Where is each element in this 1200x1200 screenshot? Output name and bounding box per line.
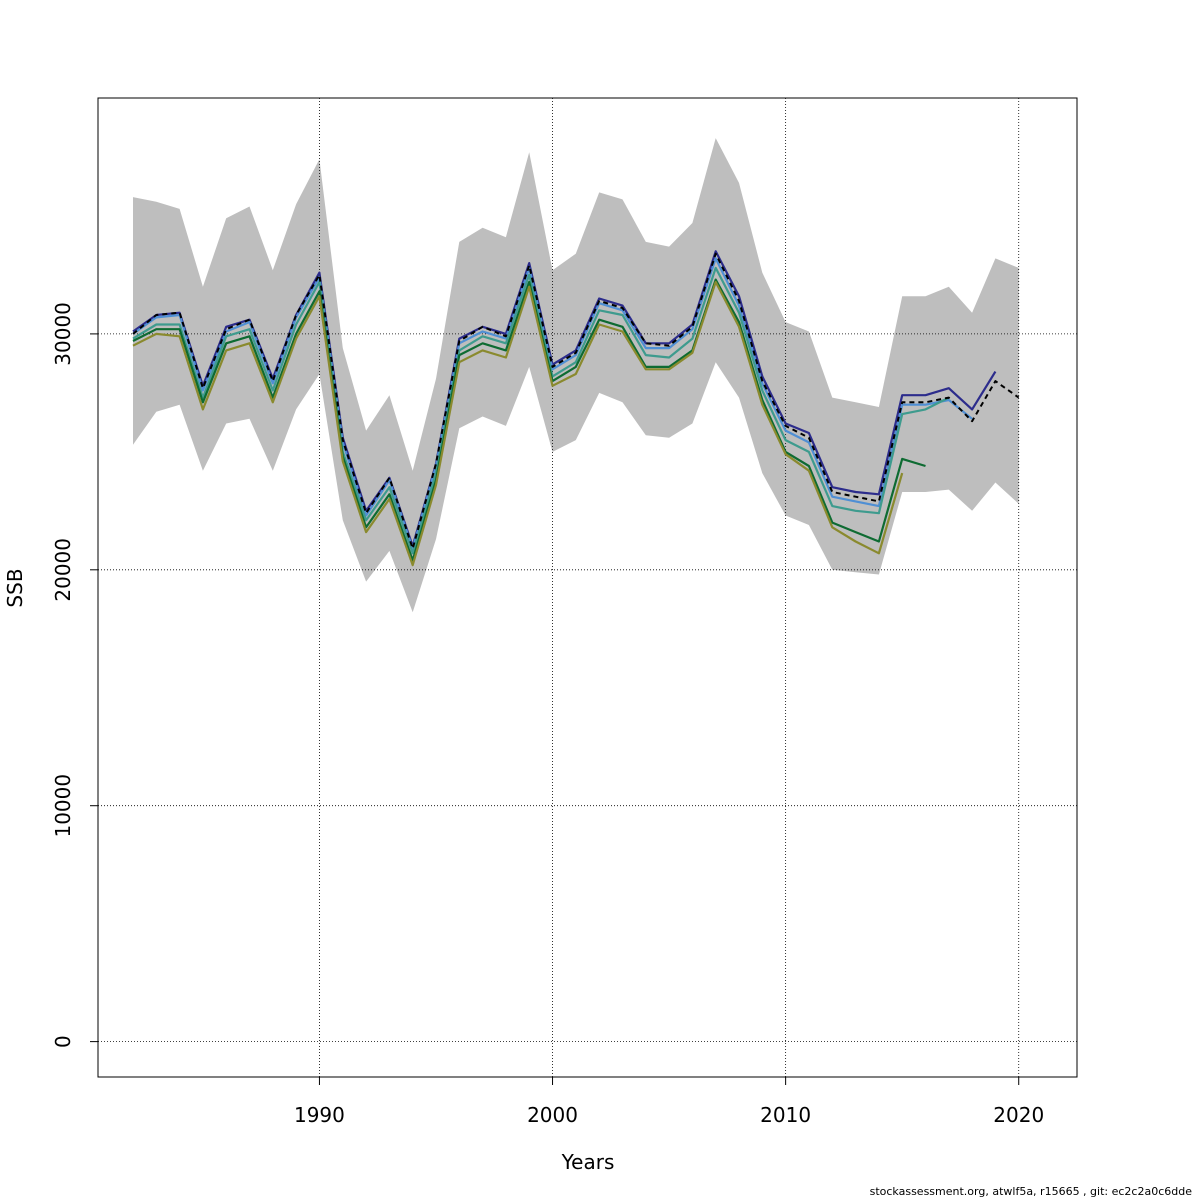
x-tick-label: 2000 [527,1103,578,1127]
y-tick-label: 20000 [51,538,75,602]
y-tick-label: 30000 [51,302,75,366]
x-axis-title: Years [561,1150,615,1174]
y-tick-label: 10000 [51,774,75,838]
footer-credit: stockassessment.org, atwlf5a, r15665 , g… [869,1185,1192,1198]
x-tick-label: 2020 [993,1103,1044,1127]
x-tick-label: 2010 [760,1103,811,1127]
series-line [132,266,950,555]
axis-layer: 1990 2000 2010 2020 0 10000 20000 30000 [51,302,1044,1127]
series-line [132,252,1020,550]
series-line [132,278,926,562]
y-axis-title: SSB [3,568,27,607]
plot-frame [97,97,1078,1078]
series-line [132,257,973,550]
series-layer [132,250,1020,567]
y-tick-label: 0 [51,1035,75,1048]
series-line [132,280,904,567]
x-tick-label: 1990 [294,1103,345,1127]
